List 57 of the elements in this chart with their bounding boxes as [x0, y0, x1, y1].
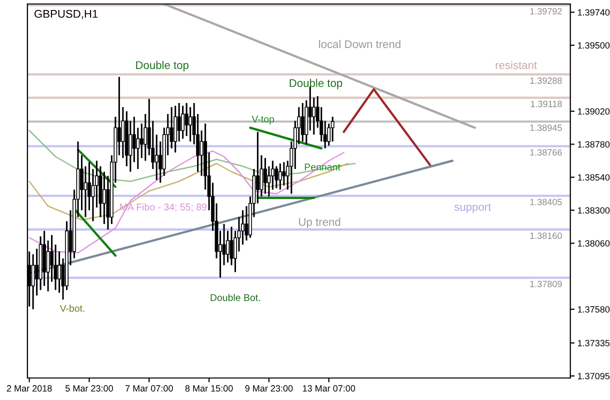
- ref-line-label: 1.38160: [530, 232, 562, 239]
- candlestick: [330, 116, 334, 142]
- x-tick-label: 2 Mar 2018: [6, 385, 52, 392]
- annotation: Double top: [136, 60, 188, 72]
- y-tick-label: 1.38060: [578, 240, 610, 247]
- candlestick: [282, 161, 286, 186]
- candlestick: [31, 253, 35, 310]
- x-tick-label: 5 Mar 23:00: [66, 385, 113, 392]
- annotation: Pennant: [304, 164, 340, 170]
- candlestick: [200, 130, 204, 177]
- y-tick-label: 1.38540: [578, 174, 610, 181]
- candlestick: [136, 126, 140, 170]
- candlestick: [188, 106, 192, 142]
- y-tick-label: 1.37335: [578, 340, 610, 346]
- ref-line-label: 1.38945: [530, 124, 562, 131]
- ref-line-label: 1.37809: [530, 280, 562, 288]
- candlestick: [256, 131, 260, 204]
- candlestick: [58, 250, 62, 294]
- ref-line-label: 1.39288: [530, 77, 562, 84]
- candlestick: [181, 104, 185, 140]
- candlestick: [263, 157, 267, 195]
- x-tick-label: 7 Mar 07:00: [126, 385, 173, 392]
- annotation: local Down trend: [319, 40, 400, 48]
- x-tick-label: 9 Mar 23:00: [245, 385, 293, 392]
- candlestick: [144, 113, 148, 162]
- candlestick: [140, 122, 144, 159]
- candlestick: [308, 86, 312, 132]
- candlestick: [177, 102, 181, 142]
- ref-line-label: 1.39792: [530, 8, 562, 15]
- candlestick: [102, 170, 106, 225]
- y-tick-label: 1.37580: [578, 306, 610, 313]
- annotation: resistant: [496, 60, 537, 70]
- annotation: V-bot.: [60, 304, 84, 312]
- ref-line-label: 1.39118: [530, 100, 562, 108]
- annotation: support: [454, 204, 492, 214]
- candlestick: [278, 162, 282, 190]
- x-tick-label: 8 Mar 15:00: [185, 385, 233, 392]
- y-tick-label: 1.39500: [578, 42, 610, 49]
- y-tick-label: 1.39740: [578, 9, 610, 16]
- line-series: [28, 150, 344, 254]
- annotation: Up trend: [299, 218, 340, 228]
- annotation: V-top: [252, 116, 274, 124]
- annotation: Double Bot.: [210, 294, 260, 302]
- y-tick-label: 1.38780: [578, 141, 610, 148]
- ref-line-label: 1.38766: [530, 149, 562, 156]
- candlestick: [300, 102, 304, 142]
- y-tick-label: 1.39020: [578, 108, 610, 115]
- candlestick: [35, 248, 39, 296]
- candlestick: [312, 96, 316, 136]
- annotation: Double top: [290, 78, 342, 90]
- chart-title: GBPUSD,H1: [34, 10, 98, 20]
- ref-line-label: 1.38405: [530, 198, 562, 206]
- candlestick: [128, 120, 132, 173]
- x-tick-label: 13 Mar 07:00: [302, 385, 356, 392]
- y-tick-label: 1.37095: [578, 372, 610, 380]
- y-tick-label: 1.38300: [578, 207, 610, 214]
- candlestick: [154, 134, 158, 181]
